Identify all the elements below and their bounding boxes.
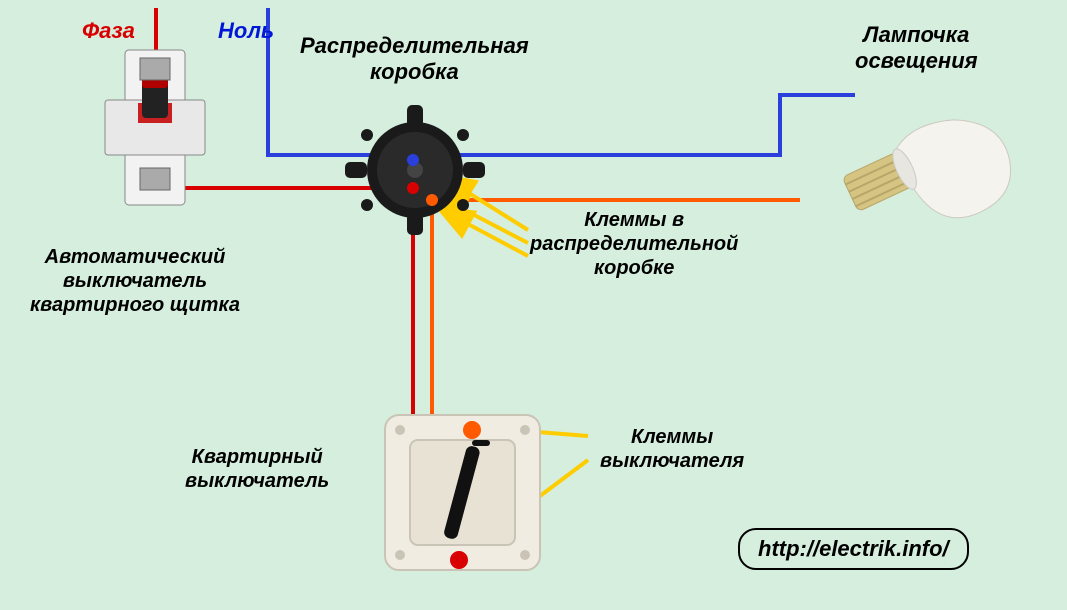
neutral-label: Ноль [218, 18, 274, 44]
wall-switch [380, 410, 545, 575]
terminal-dot [426, 194, 438, 206]
terminal-dot [407, 182, 419, 194]
source-url: http://electrik.info/ [738, 528, 969, 570]
terminal-dot [463, 421, 481, 439]
terminal-dot [407, 154, 419, 166]
phase-label: Фаза [82, 18, 135, 44]
junction-box [345, 105, 485, 235]
switch-terminals-label: Клеммы выключателя [600, 425, 744, 473]
light-bulb [790, 70, 1020, 270]
junction-terminals-label: Клеммы в распределительной коробке [530, 208, 738, 280]
wall-switch-label: Квартирный выключатель [185, 445, 329, 493]
lamp-label: Лампочка освещения [855, 22, 978, 75]
circuit-breaker [95, 40, 215, 215]
junction-box-label: Распределительная коробка [300, 33, 529, 86]
terminal-dot [450, 551, 468, 569]
breaker-label: Автоматический выключатель квартирного щ… [30, 245, 240, 317]
